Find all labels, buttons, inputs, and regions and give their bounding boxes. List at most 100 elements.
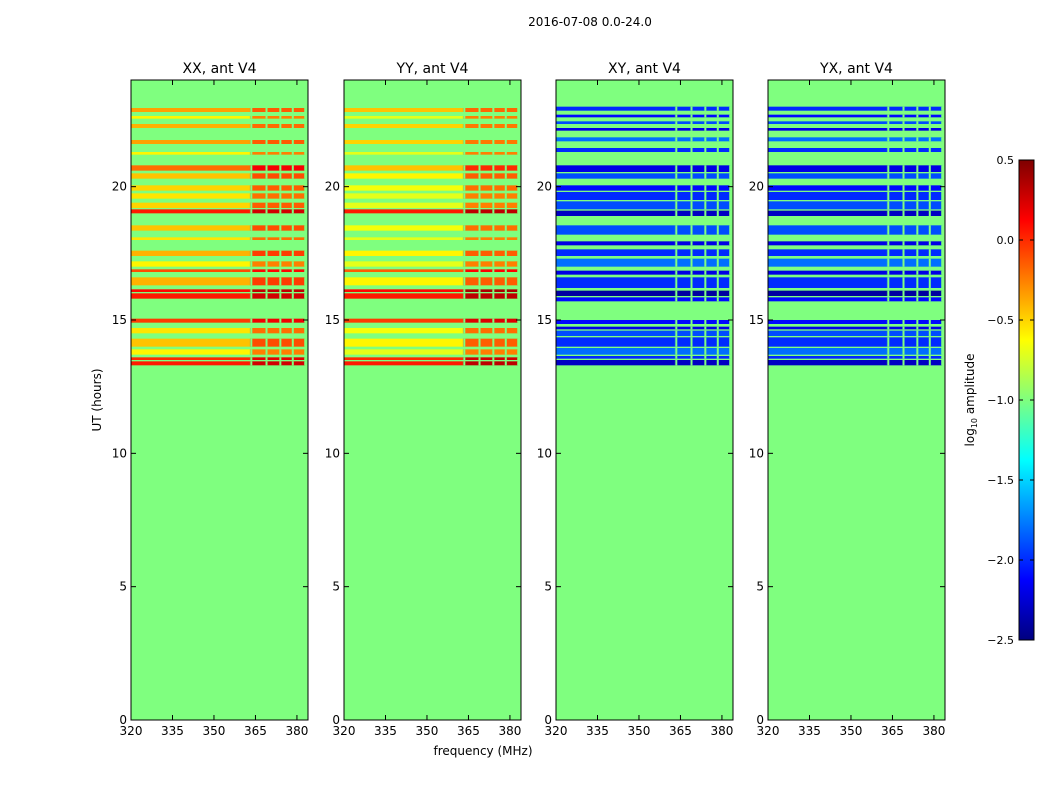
heatmap-gap: [716, 320, 719, 324]
heatmap-gap: [504, 173, 507, 179]
heatmap-gap: [517, 202, 520, 208]
heatmap-gap: [279, 185, 282, 191]
heatmap-gap: [941, 137, 944, 142]
heatmap-band-hot: [886, 114, 943, 118]
heatmap-band-hot: [249, 124, 306, 128]
heatmap-band-hot: [462, 124, 519, 128]
heatmap-gap: [902, 201, 905, 210]
heatmap-gap: [916, 326, 919, 330]
heatmap-gap: [279, 357, 282, 360]
heatmap-band-hot: [462, 328, 519, 334]
heatmap-gap: [928, 128, 931, 131]
y-tick-label: 10: [112, 446, 127, 460]
heatmap-band-hot: [886, 137, 943, 142]
heatmap-gap: [463, 261, 466, 267]
heatmap-gap: [916, 210, 919, 216]
y-axis-label: UT (hours): [90, 368, 104, 431]
heatmap-gap: [887, 297, 890, 302]
heatmap-gap: [492, 165, 495, 171]
colorbar-tick-label: −2.5: [987, 634, 1014, 647]
heatmap-band: [556, 210, 675, 216]
heatmap-band: [768, 185, 887, 191]
heatmap-gap: [941, 173, 944, 179]
heatmap-gap: [250, 357, 253, 360]
heatmap-gap: [517, 209, 520, 214]
heatmap-gap: [304, 318, 307, 323]
heatmap-band: [131, 250, 250, 256]
heatmap-gap: [492, 293, 495, 299]
heatmap-band: [344, 225, 463, 231]
heatmap-band-hot: [674, 241, 731, 246]
heatmap-gap: [716, 192, 719, 200]
heatmap-gap: [902, 121, 905, 124]
heatmap-gap: [291, 209, 294, 214]
colorbar-label-log: log: [963, 428, 977, 446]
heatmap-gap: [902, 297, 905, 302]
heatmap-gap: [492, 261, 495, 267]
x-tick-label: 335: [798, 724, 821, 738]
heatmap-gap: [517, 193, 520, 199]
heatmap-gap: [916, 192, 919, 200]
heatmap-gap: [704, 277, 707, 288]
x-tick-label: 365: [457, 724, 480, 738]
heatmap-gap: [902, 348, 905, 355]
heatmap-gap: [716, 241, 719, 246]
y-tick-label: 15: [537, 313, 552, 327]
heatmap-gap: [265, 193, 268, 199]
heatmap-gap: [716, 348, 719, 355]
heatmap-band: [768, 326, 887, 330]
heatmap-gap: [675, 106, 678, 111]
heatmap-band-hot: [886, 320, 943, 324]
heatmap-gap: [304, 202, 307, 208]
heatmap-band: [131, 209, 250, 214]
heatmap-gap: [928, 249, 931, 256]
heatmap-gap: [504, 328, 507, 334]
heatmap-gap: [304, 293, 307, 299]
heatmap-gap: [279, 318, 282, 323]
heatmap-gap: [902, 173, 905, 179]
heatmap-gap: [902, 210, 905, 216]
heatmap-gap: [504, 237, 507, 240]
heatmap-gap: [902, 241, 905, 246]
heatmap-gap: [478, 277, 481, 286]
y-tick-label: 20: [537, 180, 552, 194]
heatmap-band-hot: [886, 185, 943, 191]
heatmap-gap: [928, 337, 931, 347]
heatmap-gap: [250, 361, 253, 366]
heatmap-gap: [928, 165, 931, 172]
heatmap-gap: [928, 148, 931, 152]
heatmap-gap: [704, 337, 707, 347]
heatmap-band-hot: [462, 165, 519, 171]
heatmap-gap: [304, 349, 307, 355]
heatmap-gap: [916, 121, 919, 124]
heatmap-gap: [304, 289, 307, 292]
heatmap-gap: [250, 318, 253, 323]
heatmap-gap: [928, 320, 931, 324]
heatmap-gap: [690, 249, 693, 256]
heatmap-band-hot: [249, 209, 306, 214]
heatmap-gap: [504, 261, 507, 267]
heatmap-gap: [704, 290, 707, 296]
heatmap-gap: [716, 165, 719, 172]
heatmap-gap: [941, 114, 944, 118]
heatmap-gap: [902, 290, 905, 296]
heatmap-gap: [291, 108, 294, 112]
heatmap-gap: [887, 165, 890, 172]
heatmap-band: [344, 328, 463, 334]
heatmap-band-hot: [674, 337, 731, 347]
heatmap-band: [768, 297, 887, 302]
heatmap-gap: [265, 185, 268, 191]
heatmap-band-hot: [249, 250, 306, 256]
heatmap-gap: [478, 328, 481, 334]
heatmap-gap: [941, 106, 944, 111]
heatmap-gap: [887, 137, 890, 142]
heatmap-band: [768, 121, 887, 124]
heatmap-gap: [504, 209, 507, 214]
heatmap-gap: [916, 337, 919, 347]
heatmap-band-hot: [462, 152, 519, 155]
heatmap-gap: [478, 289, 481, 292]
heatmap-gap: [928, 192, 931, 200]
heatmap-gap: [928, 137, 931, 142]
heatmap-gap: [517, 225, 520, 231]
panel-title: XX, ant V4: [183, 61, 257, 77]
